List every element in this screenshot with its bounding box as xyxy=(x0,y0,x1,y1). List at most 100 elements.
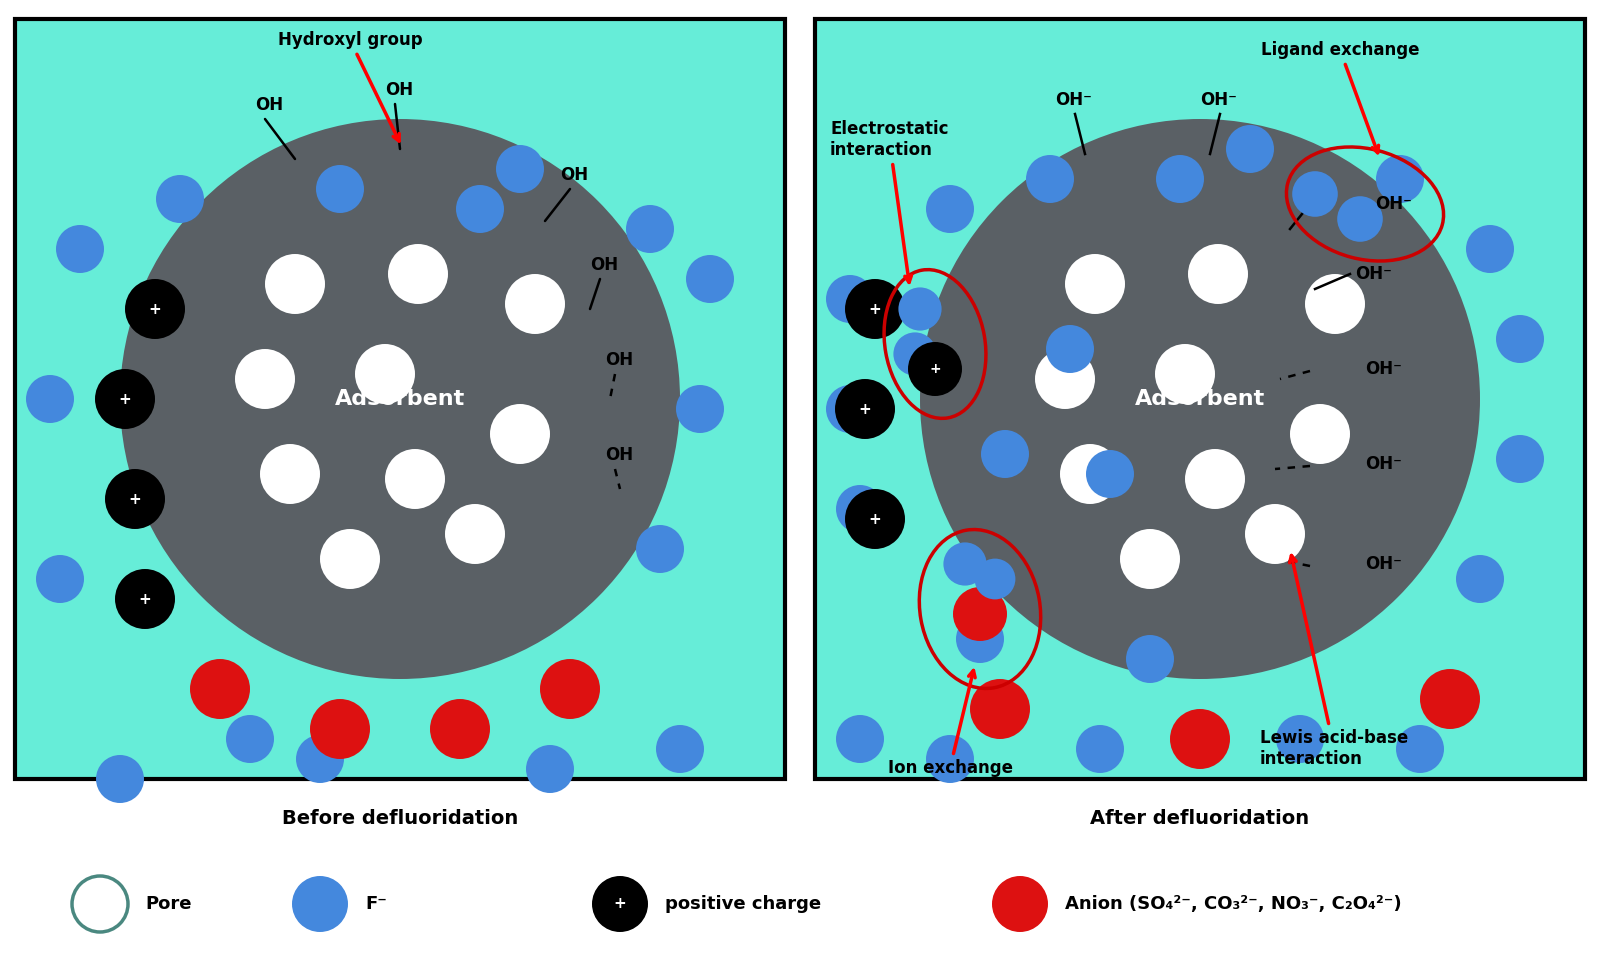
Text: Pore: Pore xyxy=(146,895,192,913)
Circle shape xyxy=(1226,125,1274,173)
Circle shape xyxy=(504,274,565,334)
Text: OH⁻: OH⁻ xyxy=(1375,195,1412,213)
Text: OH: OH xyxy=(591,256,618,274)
Circle shape xyxy=(1276,715,1324,763)
Circle shape xyxy=(315,165,363,213)
Circle shape xyxy=(125,279,186,339)
Circle shape xyxy=(836,485,884,533)
Circle shape xyxy=(1154,344,1215,404)
Text: OH: OH xyxy=(255,96,283,114)
Circle shape xyxy=(431,699,490,759)
Circle shape xyxy=(1420,669,1479,729)
Circle shape xyxy=(1246,504,1305,564)
Circle shape xyxy=(1188,244,1249,304)
Text: +: + xyxy=(858,402,871,416)
Text: OH⁻: OH⁻ xyxy=(1201,91,1238,109)
Text: +: + xyxy=(869,511,882,526)
Circle shape xyxy=(1085,450,1134,498)
Circle shape xyxy=(56,225,104,273)
Circle shape xyxy=(626,205,674,253)
Text: +: + xyxy=(149,301,162,316)
Circle shape xyxy=(975,558,1015,599)
Circle shape xyxy=(953,587,1007,641)
Circle shape xyxy=(259,444,320,504)
Circle shape xyxy=(970,679,1029,739)
Circle shape xyxy=(540,659,600,719)
Circle shape xyxy=(355,344,415,404)
Circle shape xyxy=(120,119,680,679)
Circle shape xyxy=(925,185,973,233)
Circle shape xyxy=(845,279,905,339)
Circle shape xyxy=(993,876,1049,932)
Text: OH⁻: OH⁻ xyxy=(1366,360,1402,378)
Circle shape xyxy=(1156,155,1204,203)
Circle shape xyxy=(490,404,551,464)
Circle shape xyxy=(685,255,733,303)
Circle shape xyxy=(1467,225,1515,273)
Text: +: + xyxy=(128,492,141,506)
Circle shape xyxy=(96,755,144,803)
Circle shape xyxy=(106,469,165,529)
Text: Ion exchange: Ion exchange xyxy=(887,670,1012,777)
Circle shape xyxy=(94,369,155,429)
Text: F⁻: F⁻ xyxy=(365,895,387,913)
Circle shape xyxy=(1290,404,1350,464)
Circle shape xyxy=(676,385,724,433)
Circle shape xyxy=(908,342,962,396)
Text: OH: OH xyxy=(605,351,632,369)
Circle shape xyxy=(1495,435,1543,483)
Circle shape xyxy=(155,175,203,223)
Circle shape xyxy=(296,735,344,783)
Text: OH: OH xyxy=(560,166,588,184)
Circle shape xyxy=(1060,444,1121,504)
Circle shape xyxy=(925,735,973,783)
Text: Lewis acid-base
interaction: Lewis acid-base interaction xyxy=(1260,555,1409,768)
Text: OH⁻: OH⁻ xyxy=(1366,555,1402,573)
Circle shape xyxy=(1495,315,1543,363)
Circle shape xyxy=(1034,349,1095,409)
Circle shape xyxy=(1076,725,1124,773)
Text: +: + xyxy=(118,391,131,407)
Text: +: + xyxy=(869,301,882,316)
Circle shape xyxy=(981,430,1029,478)
Circle shape xyxy=(1292,172,1338,217)
Circle shape xyxy=(1026,155,1074,203)
Circle shape xyxy=(456,185,504,233)
Circle shape xyxy=(1185,449,1246,509)
Circle shape xyxy=(636,525,684,573)
Text: OH⁻: OH⁻ xyxy=(1354,265,1391,283)
Circle shape xyxy=(1375,155,1423,203)
Text: Adsorbent: Adsorbent xyxy=(1135,389,1265,409)
Circle shape xyxy=(893,333,937,376)
Text: +: + xyxy=(613,897,626,911)
Circle shape xyxy=(1126,635,1174,683)
Text: +: + xyxy=(929,362,941,376)
Circle shape xyxy=(1045,325,1093,373)
Circle shape xyxy=(496,145,544,193)
Text: OH⁻: OH⁻ xyxy=(1055,91,1092,109)
Circle shape xyxy=(898,288,941,331)
Circle shape xyxy=(311,699,370,759)
Text: Hydroxyl group: Hydroxyl group xyxy=(277,31,423,141)
Circle shape xyxy=(35,555,83,603)
Circle shape xyxy=(1121,529,1180,589)
Circle shape xyxy=(1170,709,1230,769)
Circle shape xyxy=(836,379,895,439)
Text: Ligand exchange: Ligand exchange xyxy=(1260,41,1418,152)
Circle shape xyxy=(845,489,905,549)
Circle shape xyxy=(445,504,504,564)
Circle shape xyxy=(826,275,874,323)
Text: Electrostatic
interaction: Electrostatic interaction xyxy=(829,120,948,282)
Circle shape xyxy=(115,569,175,629)
Circle shape xyxy=(320,529,379,589)
FancyBboxPatch shape xyxy=(14,19,784,779)
Circle shape xyxy=(235,349,295,409)
Circle shape xyxy=(656,725,704,773)
Text: After defluoridation: After defluoridation xyxy=(1090,809,1310,829)
Circle shape xyxy=(226,715,274,763)
Text: +: + xyxy=(139,592,152,606)
Circle shape xyxy=(266,254,325,314)
Circle shape xyxy=(291,876,347,932)
Circle shape xyxy=(384,449,445,509)
Text: OH: OH xyxy=(605,446,632,464)
